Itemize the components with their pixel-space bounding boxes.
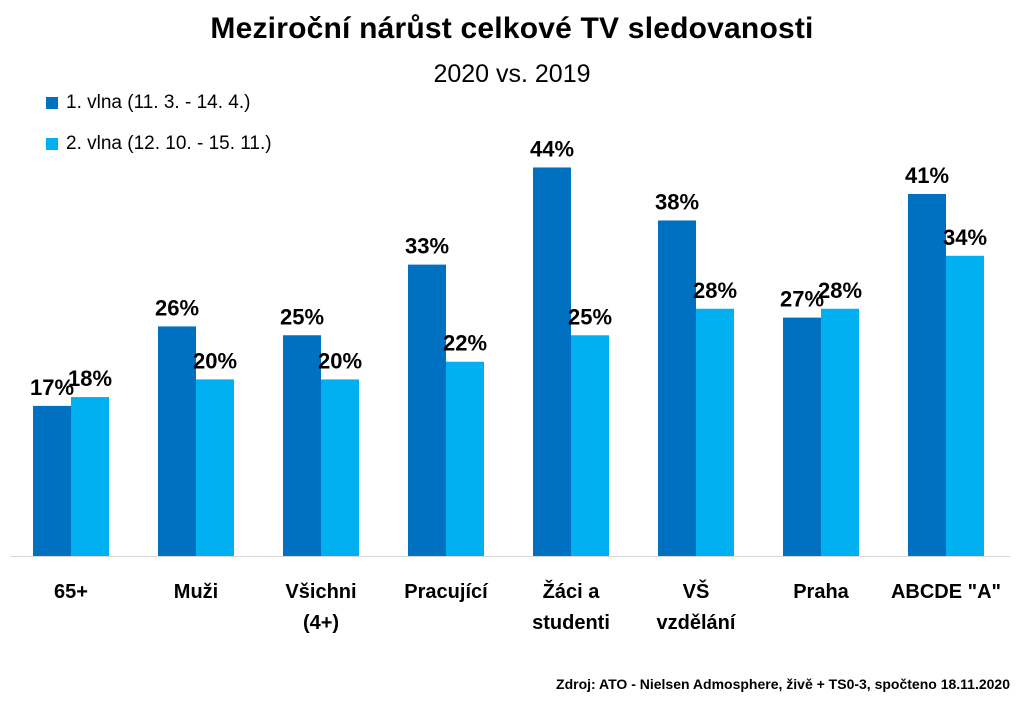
legend-swatch-series-2 xyxy=(46,138,58,150)
category-label-8-line-1: ABCDE "A" xyxy=(891,581,1001,603)
data-label-series-2-2: 20% xyxy=(193,348,237,373)
bar-series-2-2 xyxy=(196,379,234,556)
bar-series-2-7 xyxy=(821,308,859,556)
bar-series-2-8 xyxy=(946,255,984,556)
category-label-6-line-1: VŠ xyxy=(683,579,710,603)
category-label-6-line-2: vzdělání xyxy=(657,612,737,634)
category-label-3-line-1: Všichni xyxy=(285,581,356,603)
legend: 1. vlna (11. 3. - 14. 4.) 2. vlna (12. 1… xyxy=(46,92,272,175)
data-label-series-1-6: 38% xyxy=(655,189,699,214)
chart-title: Meziroční nárůst celkové TV sledovanosti xyxy=(210,12,814,45)
data-label-series-1-3: 25% xyxy=(280,304,324,329)
legend-label-series-2: 2. vlna (12. 10. - 15. 11.) xyxy=(66,133,272,154)
bar-series-1-7 xyxy=(783,317,821,556)
legend-label-series-1: 1. vlna (11. 3. - 14. 4.) xyxy=(66,92,251,113)
bar-series-1-6 xyxy=(658,220,696,556)
category-label-5-line-1: Žáci a xyxy=(543,579,601,603)
chart-subtitle: 2020 vs. 2019 xyxy=(433,60,591,88)
data-label-series-2-6: 28% xyxy=(693,278,737,303)
category-label-5-line-2: studenti xyxy=(532,612,610,634)
bar-series-2-4 xyxy=(446,361,484,556)
bar-series-1-5 xyxy=(533,167,571,557)
data-label-series-1-7: 27% xyxy=(780,287,824,312)
bar-series-1-3 xyxy=(283,335,321,556)
category-label-7-line-1: Praha xyxy=(793,581,849,603)
category-label-1-line-1: 65+ xyxy=(54,581,88,603)
bar-series-1-4 xyxy=(408,264,446,556)
data-label-series-1-1: 17% xyxy=(30,375,74,400)
data-label-series-2-1: 18% xyxy=(68,366,112,391)
data-label-series-1-4: 33% xyxy=(405,234,449,259)
legend-item-series-2: 2. vlna (12. 10. - 15. 11.) xyxy=(46,133,272,154)
data-label-series-2-3: 20% xyxy=(318,348,362,373)
data-label-series-2-4: 22% xyxy=(443,331,487,356)
legend-item-series-1: 1. vlna (11. 3. - 14. 4.) xyxy=(46,92,272,113)
category-label-2-line-1: Muži xyxy=(174,581,218,603)
category-label-4-line-1: Pracující xyxy=(404,581,489,603)
bar-series-2-3 xyxy=(321,379,359,556)
legend-swatch-series-1 xyxy=(46,97,58,109)
source-note: Zdroj: ATO - Nielsen Admosphere, živě + … xyxy=(556,676,1010,692)
bar-series-2-6 xyxy=(696,308,734,556)
bar-series-1-1 xyxy=(33,405,71,556)
bar-series-2-5 xyxy=(571,335,609,556)
bar-series-1-2 xyxy=(158,326,196,556)
category-label-3-line-2: (4+) xyxy=(303,612,339,634)
data-label-series-2-5: 25% xyxy=(568,304,612,329)
data-label-series-1-8: 41% xyxy=(905,163,949,188)
data-label-series-2-7: 28% xyxy=(818,278,862,303)
data-label-series-2-8: 34% xyxy=(943,225,987,250)
bar-series-2-1 xyxy=(71,397,109,556)
data-label-series-1-2: 26% xyxy=(155,295,199,320)
bar-series-1-8 xyxy=(908,193,946,556)
data-label-series-1-5: 44% xyxy=(530,136,574,161)
